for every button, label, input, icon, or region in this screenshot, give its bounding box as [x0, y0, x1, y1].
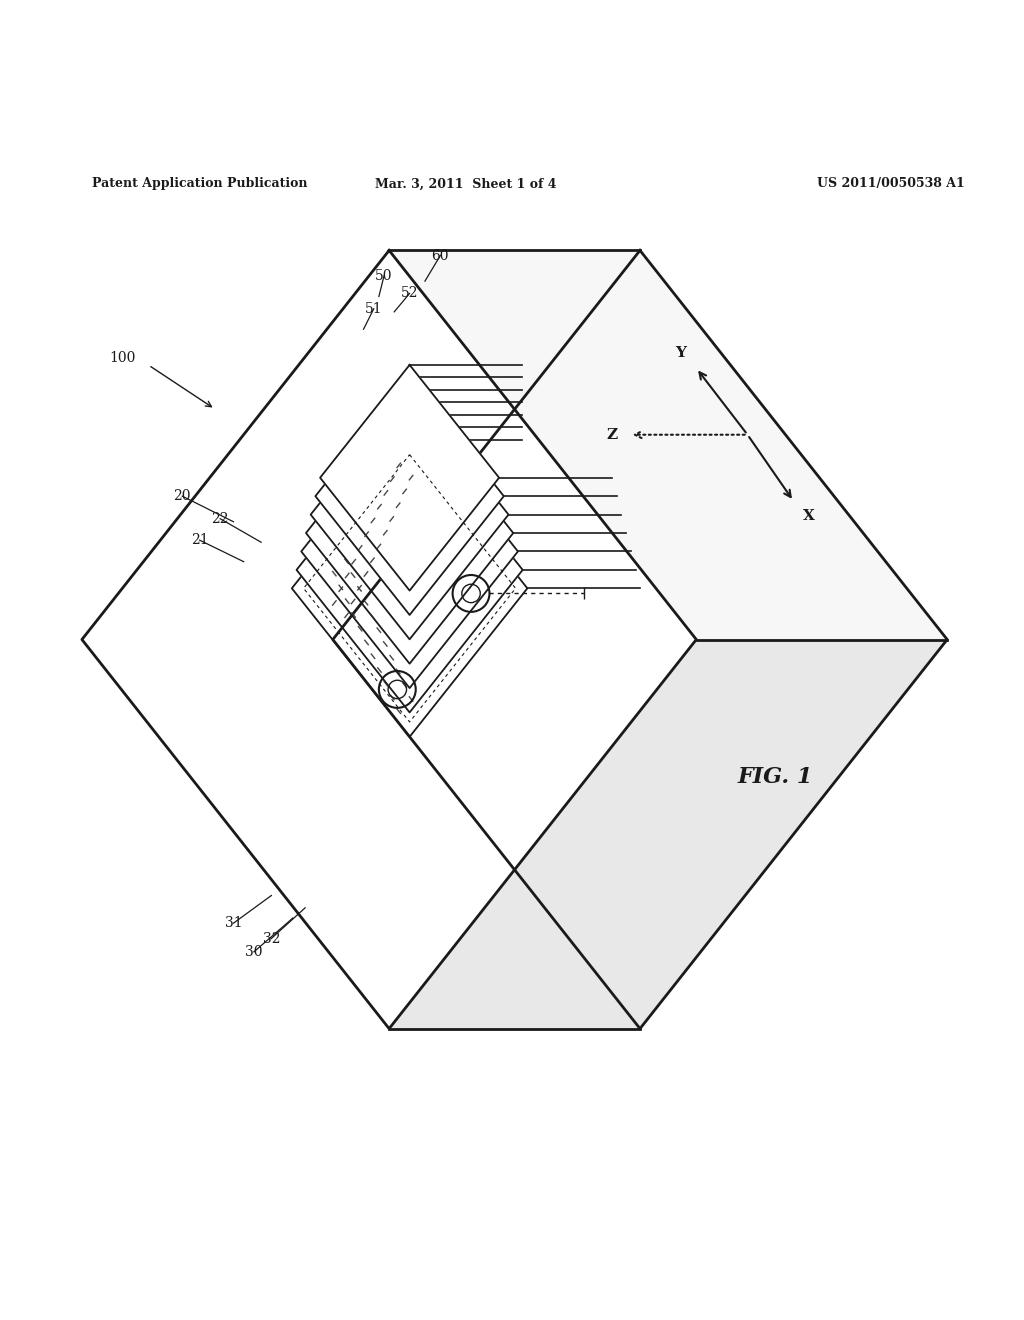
Polygon shape [321, 364, 499, 590]
Polygon shape [389, 251, 947, 639]
Polygon shape [310, 389, 509, 639]
Text: 21: 21 [190, 533, 209, 548]
Text: Patent Application Publication: Patent Application Publication [92, 177, 307, 190]
Text: 20: 20 [173, 490, 191, 503]
Text: X: X [803, 508, 815, 523]
Text: 60: 60 [431, 248, 450, 263]
Polygon shape [389, 251, 947, 639]
Polygon shape [301, 414, 518, 688]
Text: 31: 31 [224, 916, 243, 931]
Text: 100: 100 [110, 351, 136, 364]
Text: 50: 50 [375, 269, 393, 282]
Text: 52: 52 [400, 286, 419, 301]
Text: Z: Z [607, 428, 617, 442]
Polygon shape [306, 403, 513, 664]
Text: 30: 30 [245, 945, 263, 958]
Text: 22: 22 [211, 512, 229, 525]
Text: 32: 32 [262, 932, 281, 945]
Text: Mar. 3, 2011  Sheet 1 of 4: Mar. 3, 2011 Sheet 1 of 4 [375, 177, 557, 190]
Polygon shape [297, 428, 522, 713]
Polygon shape [292, 440, 527, 737]
Polygon shape [389, 639, 947, 1028]
Polygon shape [315, 378, 504, 615]
Text: 51: 51 [365, 302, 383, 315]
Text: US 2011/0050538 A1: US 2011/0050538 A1 [817, 177, 965, 190]
Text: Y: Y [676, 346, 686, 360]
Text: FIG. 1: FIG. 1 [737, 766, 813, 788]
